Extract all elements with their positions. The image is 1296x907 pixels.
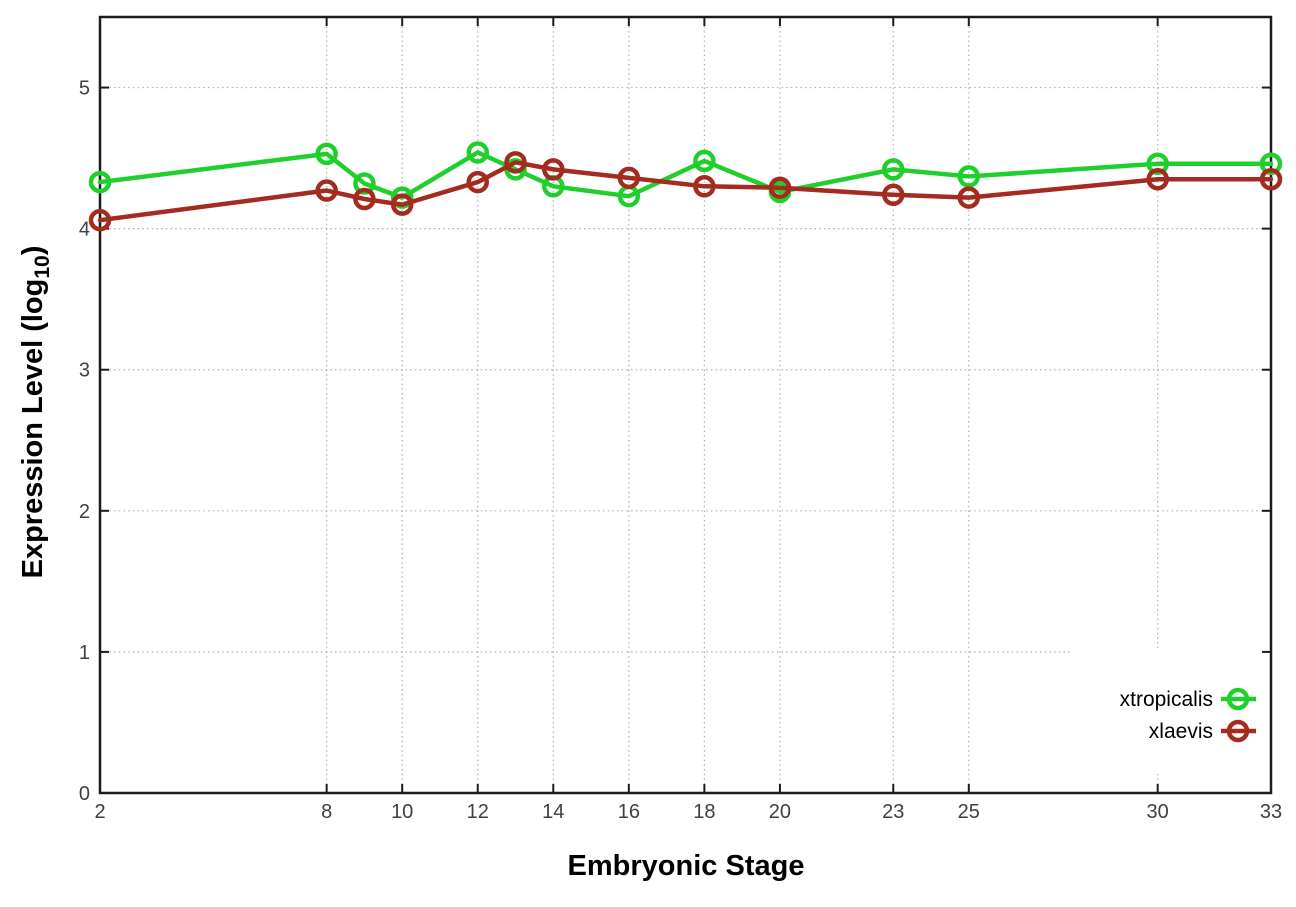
y-tick-label-3: 3 xyxy=(79,360,90,382)
marker-xtropicalis-stage-30 xyxy=(1146,152,1169,175)
marker-xlaevis-stage-16 xyxy=(617,166,641,190)
x-tick-label-8: 8 xyxy=(321,801,332,823)
marker-xlaevis-stage-14 xyxy=(542,158,565,181)
marker-xlaevis-stage-25 xyxy=(957,186,981,209)
legend-background xyxy=(1071,648,1269,774)
legend-marker-sample-xlaevis xyxy=(1226,719,1250,743)
marker-xlaevis-stage-8 xyxy=(315,179,338,202)
marker-xlaevis-stage-9 xyxy=(353,187,376,211)
axis-frame-layer xyxy=(98,15,1273,795)
y-tick-label-1: 1 xyxy=(79,642,90,664)
x-tick-label-2: 2 xyxy=(94,801,105,823)
legend-label-xtropicalis: xtropicalis xyxy=(1120,688,1213,711)
legend-entry-xtropicalis: xtropicalis xyxy=(1120,687,1256,711)
axis-titles-layer: Embryonic Stage Expression Level (log10) xyxy=(17,246,804,882)
y-tick-label-5: 5 xyxy=(79,78,90,100)
legend-marker-sample-xtropicalis xyxy=(1226,687,1250,711)
legend-label-xlaevis: xlaevis xyxy=(1149,720,1213,743)
y-axis-title: Expression Level (log10) xyxy=(17,246,54,579)
x-tick-label-33: 33 xyxy=(1260,801,1282,823)
marker-xlaevis-stage-13 xyxy=(504,151,527,174)
marker-xtropicalis-stage-18 xyxy=(693,149,716,173)
legend-entry-xlaevis: xlaevis xyxy=(1149,719,1256,743)
marker-xtropicalis-stage-23 xyxy=(882,158,905,181)
data-series-layer xyxy=(88,141,1283,232)
x-tick-label-30: 30 xyxy=(1147,801,1169,823)
marker-xtropicalis-stage-8 xyxy=(315,142,338,166)
marker-xtropicalis-stage-25 xyxy=(957,165,981,188)
series-line-xlaevis xyxy=(97,160,1274,223)
marker-xlaevis-stage-2 xyxy=(88,208,112,232)
x-tick-label-20: 20 xyxy=(769,801,791,823)
plot-border xyxy=(98,15,1273,795)
marker-xtropicalis-stage-33 xyxy=(1259,152,1283,175)
marker-xlaevis-stage-12 xyxy=(466,170,489,194)
legend: xtropicalis xlaevis xyxy=(1120,687,1256,743)
y-tick-label-4: 4 xyxy=(79,219,90,241)
x-tick-label-25: 25 xyxy=(958,801,980,823)
legend-background-layer xyxy=(1071,648,1269,774)
marker-xlaevis-stage-33 xyxy=(1259,168,1283,191)
y-tick-label-2: 2 xyxy=(79,501,90,523)
marker-xtropicalis-stage-9 xyxy=(353,172,376,195)
marker-xlaevis-stage-23 xyxy=(882,183,905,207)
x-tick-label-23: 23 xyxy=(882,801,904,823)
x-axis-title: Embryonic Stage xyxy=(568,850,805,882)
marker-xtropicalis-stage-12 xyxy=(466,141,489,164)
marker-xlaevis-stage-20 xyxy=(768,176,792,199)
x-tick-label-12: 12 xyxy=(467,801,489,823)
marker-xlaevis-stage-18 xyxy=(693,175,716,198)
series-line-xtropicalis xyxy=(97,150,1274,200)
marker-xtropicalis-stage-2 xyxy=(88,170,112,194)
x-tick-label-18: 18 xyxy=(693,801,715,823)
x-tick-label-10: 10 xyxy=(391,801,413,823)
y-tick-label-0: 0 xyxy=(79,783,90,805)
x-tick-label-16: 16 xyxy=(618,801,640,823)
marker-xlaevis-stage-10 xyxy=(390,193,414,216)
marker-xlaevis-stage-30 xyxy=(1146,168,1169,191)
tick-marks-layer xyxy=(99,17,1272,794)
x-tick-label-14: 14 xyxy=(542,801,564,823)
